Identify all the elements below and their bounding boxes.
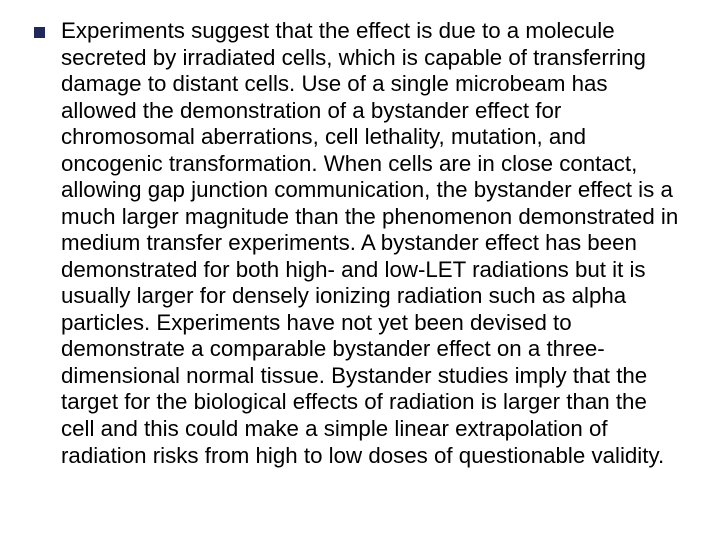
bullet-list-item: Experiments suggest that the effect is d… [34, 18, 686, 469]
slide: Experiments suggest that the effect is d… [0, 0, 720, 540]
square-bullet-icon [34, 27, 45, 38]
slide-body-text: Experiments suggest that the effect is d… [61, 18, 686, 469]
